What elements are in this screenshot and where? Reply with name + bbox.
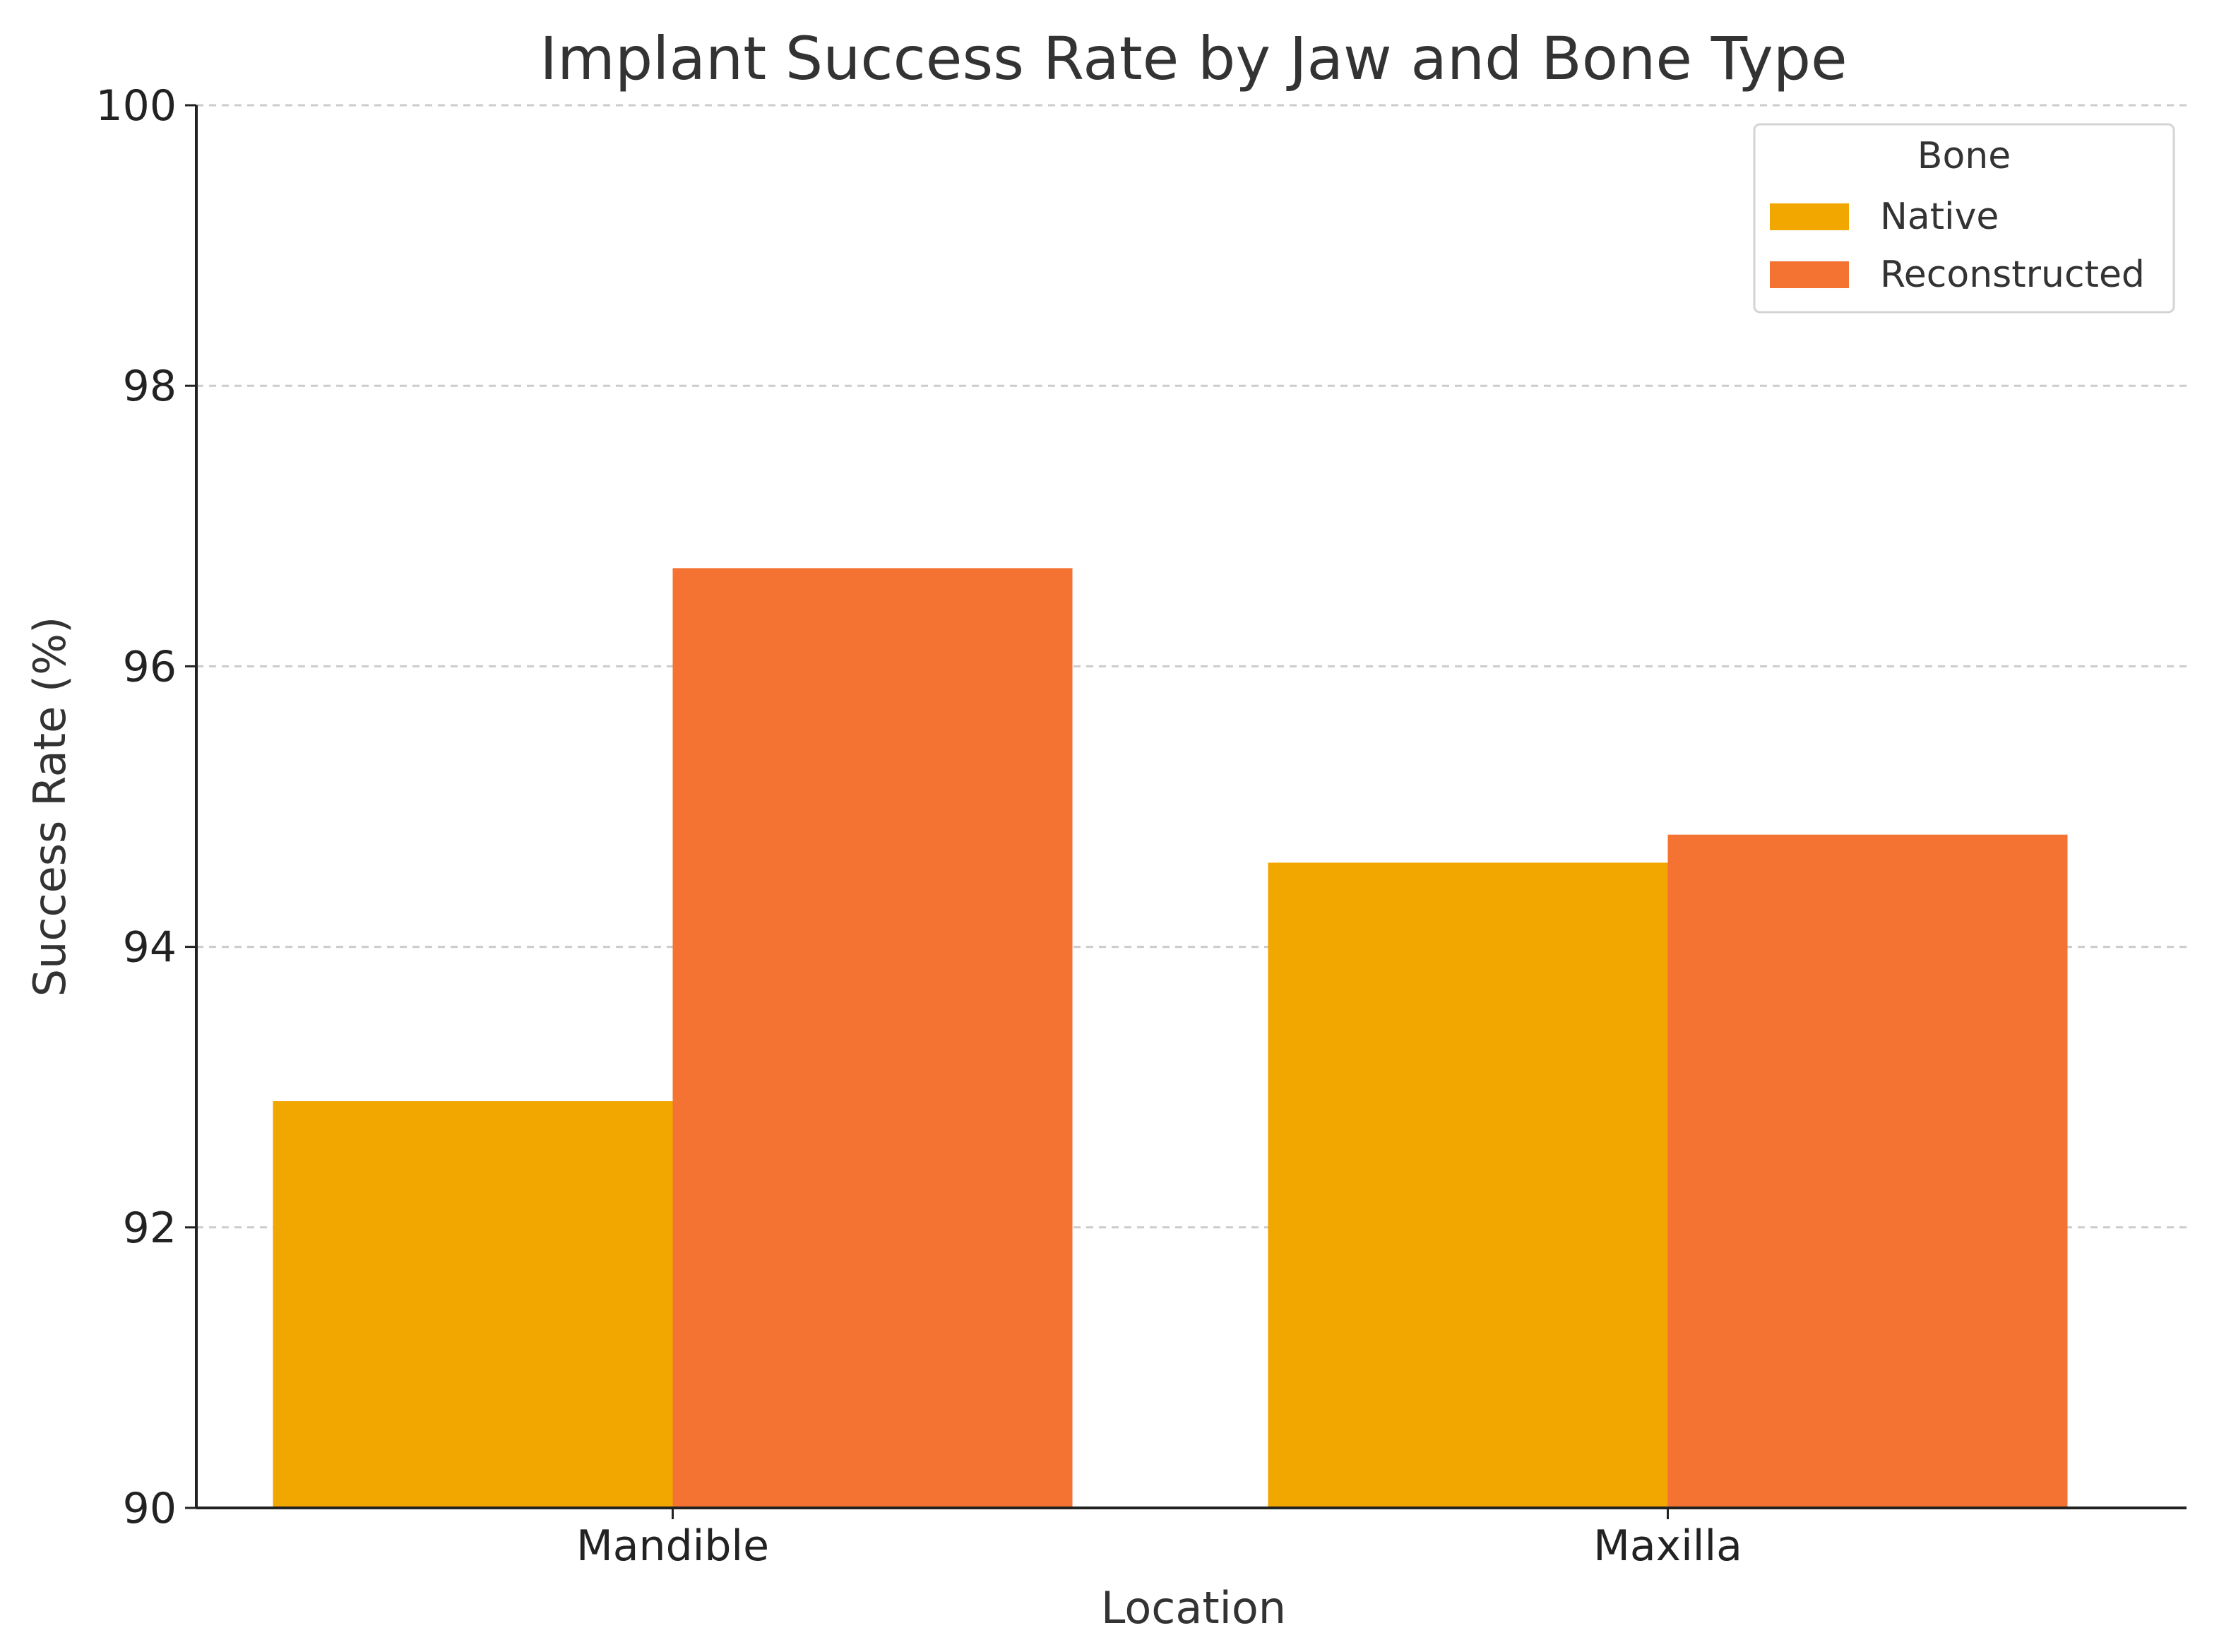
legend-item-native: Native: [1770, 196, 1999, 238]
x-tick-label-mandible: Mandible: [576, 1521, 769, 1571]
x-axis-label: Location: [1101, 1582, 1286, 1634]
y-tick-label-92: 92: [123, 1204, 177, 1253]
legend-label-native: Native: [1880, 196, 1999, 238]
y-tick-label-94: 94: [123, 923, 177, 973]
legend-item-reconstructed: Reconstructed: [1770, 254, 2145, 296]
chart-title: Implant Success Rate by Jaw and Bone Typ…: [540, 24, 1847, 93]
y-tick-label-100: 100: [95, 81, 177, 131]
y-axis-label: Success Rate (%): [24, 617, 76, 997]
x-tick-label-maxilla: Maxilla: [1593, 1521, 1742, 1571]
axes: [195, 105, 2187, 1509]
legend-swatch-reconstructed: [1770, 261, 1849, 288]
y-tick-label-90: 90: [123, 1484, 177, 1533]
bars: [273, 568, 2068, 1508]
bar-maxilla-reconstructed: [1667, 834, 2068, 1508]
legend-frame: [1753, 123, 2175, 314]
y-tick-label-98: 98: [123, 362, 177, 411]
legend-title: Bone: [1917, 135, 2011, 177]
y-tick-label-96: 96: [123, 642, 177, 691]
bar-mandible-reconstructed: [672, 568, 1073, 1508]
y-ticks: 90 92 94 96 98 100: [95, 81, 196, 1533]
bar-maxilla-native: [1268, 862, 1668, 1508]
bar-mandible-native: [273, 1101, 673, 1508]
legend-swatch-native: [1770, 203, 1849, 230]
x-ticks: Mandible Maxilla: [576, 1508, 1742, 1571]
legend-label-reconstructed: Reconstructed: [1880, 254, 2145, 296]
legend: Bone Native Reconstructed: [1753, 123, 2175, 314]
